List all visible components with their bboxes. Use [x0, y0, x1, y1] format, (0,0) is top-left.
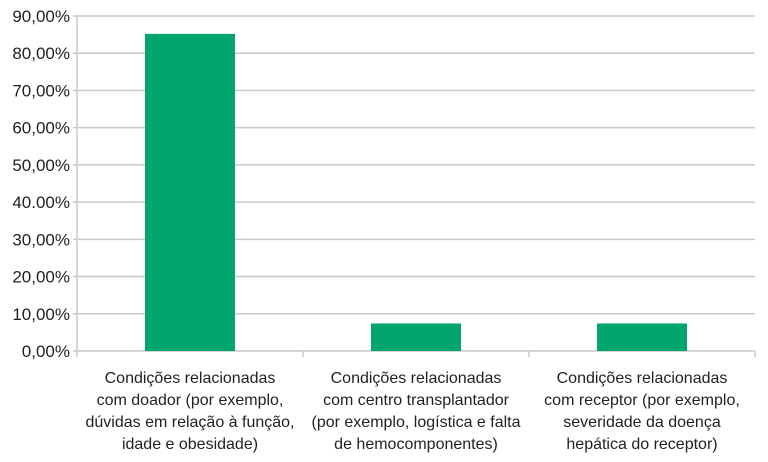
y-tick-label: 40.00%: [12, 193, 70, 212]
category-label: Condições relacionadas com receptor (por …: [529, 368, 755, 456]
bar: [371, 323, 461, 351]
y-tick-label: 0,00%: [22, 342, 70, 361]
category-label-line: Condições relacionadas: [330, 370, 502, 387]
category-label: Condições relacionadas com doador (por ex…: [77, 368, 303, 456]
category-label-line: (por exemplo, logística e falta: [311, 414, 521, 431]
category-label-line: hepática do receptor): [566, 436, 718, 453]
category-label: Condições relacionadas com centro transpl…: [303, 368, 529, 456]
category-label-line: de hemocomponentes): [334, 436, 498, 453]
category-label-line: com doador (por exemplo,: [96, 392, 284, 409]
y-tick-label: 10,00%: [12, 305, 70, 324]
y-tick-label: 90,00%: [12, 7, 70, 26]
bar: [145, 33, 235, 351]
category-label-line: Condições relacionadas: [556, 370, 728, 387]
category-label-line: idade e obesidade): [121, 436, 259, 453]
category-label-line: severidade da doença: [563, 414, 721, 431]
y-tick-label: 30,00%: [12, 230, 70, 249]
y-tick-label: 60,00%: [12, 119, 70, 138]
y-tick-label: 20,00%: [12, 268, 70, 287]
category-label-line: dúvidas em relação à função,: [85, 414, 295, 431]
category-label-line: Condições relacionadas: [104, 370, 276, 387]
y-tick-label: 70,00%: [12, 81, 70, 100]
bar: [597, 323, 687, 351]
y-tick-label: 50,00%: [12, 156, 70, 175]
category-label-line: com centro transplantador: [323, 392, 509, 409]
y-tick-label: 80,00%: [12, 44, 70, 63]
category-label-line: com receptor (por exemplo,: [544, 392, 740, 409]
